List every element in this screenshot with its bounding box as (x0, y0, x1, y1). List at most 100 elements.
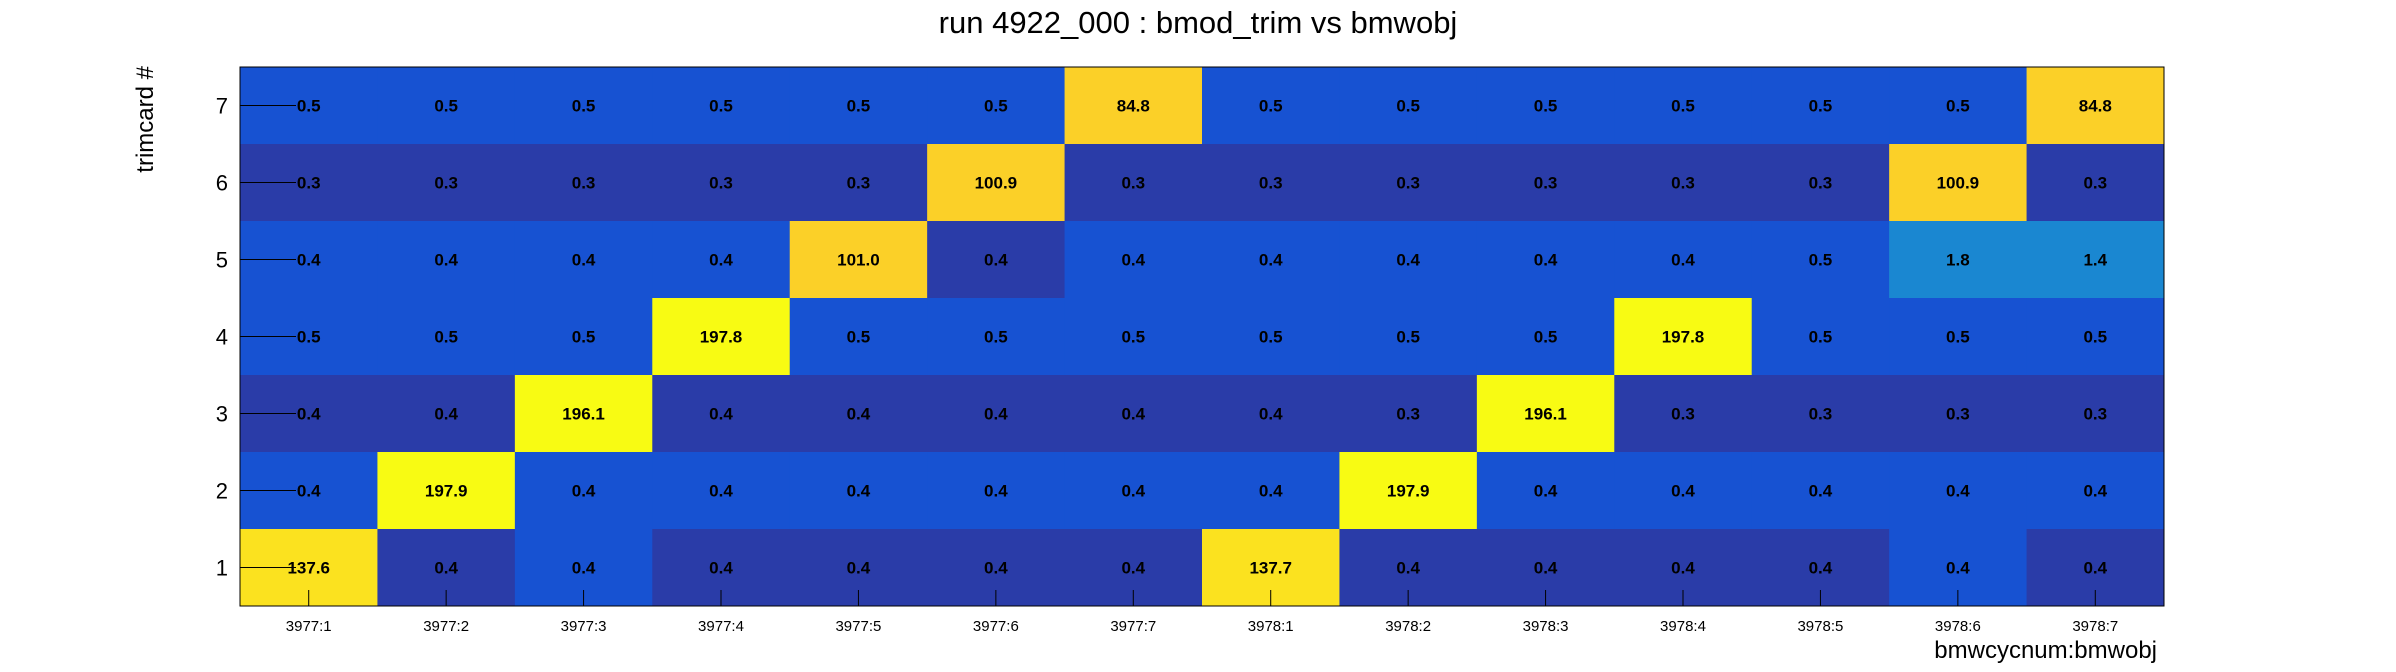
cell-value-label: 1.4 (2083, 251, 2107, 270)
cell-value-label: 0.5 (1396, 328, 1420, 347)
cell-value-label: 0.5 (984, 328, 1008, 347)
cell-value-label: 0.4 (2083, 482, 2107, 501)
heatmap-cell (1476, 67, 1615, 145)
cell-value-label: 1.8 (1946, 251, 1970, 270)
cell-value-label: 0.4 (1396, 559, 1420, 578)
heatmap-cell (1476, 375, 1615, 453)
heatmap-cell (1064, 221, 1203, 299)
heatmap-cell (927, 452, 1066, 530)
heatmap-cell (514, 221, 653, 299)
cell-value-label: 0.3 (1809, 405, 1833, 424)
cell-value-label: 196.1 (562, 405, 605, 424)
cell-value-label: 137.6 (287, 559, 330, 578)
cell-value-label: 0.4 (1121, 482, 1145, 501)
heatmap-cells (240, 67, 2165, 607)
heatmap-cell (1476, 144, 1615, 222)
heatmap-cell (2026, 298, 2165, 376)
heatmap-cell (1202, 452, 1340, 530)
cell-value-label: 0.3 (1121, 174, 1145, 193)
cell-value-label: 0.4 (847, 405, 871, 424)
x-tick-label: 3978:4 (1660, 618, 1706, 635)
cell-value-label: 0.3 (709, 174, 733, 193)
cell-value-label: 0.3 (2083, 405, 2107, 424)
heatmap-cell (377, 375, 516, 453)
y-tick-label: 3 (216, 402, 228, 427)
x-tick-label: 3978:1 (1248, 618, 1294, 635)
heatmap-cell (789, 67, 928, 145)
cell-value-label: 0.4 (709, 559, 733, 578)
cell-value-label: 0.4 (984, 559, 1008, 578)
x-tick-label: 3978:7 (2072, 618, 2118, 635)
cell-value-label: 0.4 (1671, 559, 1695, 578)
cell-value-label: 0.3 (297, 174, 321, 193)
cell-value-label: 0.4 (1259, 482, 1283, 501)
cell-value-label: 0.5 (1396, 97, 1420, 116)
cell-value-label: 0.4 (1809, 559, 1833, 578)
heatmap-cell (514, 375, 653, 453)
heatmap-cell (789, 144, 928, 222)
cell-value-label: 0.3 (572, 174, 596, 193)
cell-value-label: 0.3 (1396, 405, 1420, 424)
cell-value-label: 84.8 (2079, 97, 2112, 116)
cell-value-label: 0.5 (847, 328, 871, 347)
cell-value-label: 0.5 (1121, 328, 1145, 347)
cell-value-label: 0.4 (984, 251, 1008, 270)
heatmap-cell (652, 221, 791, 299)
heatmap-cell (2026, 144, 2165, 222)
cell-value-label: 0.4 (297, 482, 321, 501)
heatmap-cell (1339, 221, 1478, 299)
heatmap-cell (927, 144, 1066, 222)
heatmap-cell (1202, 67, 1340, 145)
cell-value-label: 0.5 (1534, 328, 1558, 347)
cell-value-label: 0.4 (709, 251, 733, 270)
cell-value-label: 0.5 (1534, 97, 1558, 116)
heatmap-cell (927, 298, 1066, 376)
heatmap-cell (1339, 452, 1478, 530)
heatmap-cell (652, 298, 791, 376)
cell-value-label: 0.4 (434, 405, 458, 424)
heatmap-cell (1202, 221, 1340, 299)
cell-value-label: 0.5 (709, 97, 733, 116)
heatmap-cell (377, 298, 516, 376)
cell-value-label: 0.5 (1946, 328, 1970, 347)
heatmap-cell (1614, 298, 1753, 376)
heatmap-cell (1614, 144, 1753, 222)
x-tick-label: 3977:6 (973, 618, 1019, 635)
cell-value-label: 0.4 (709, 405, 733, 424)
cell-value-label: 0.5 (1809, 328, 1833, 347)
cell-value-label: 0.3 (2083, 174, 2107, 193)
heatmap-cell (1339, 375, 1478, 453)
cell-value-label: 197.8 (1662, 328, 1705, 347)
heatmap-cell (1751, 221, 1890, 299)
cell-value-label: 0.5 (572, 97, 596, 116)
heatmap-cell (377, 144, 516, 222)
cell-value-label: 0.4 (709, 482, 733, 501)
y-axis-title: trimcard # (132, 65, 159, 172)
heatmap-cell (927, 67, 1066, 145)
cell-value-label: 0.5 (572, 328, 596, 347)
cell-value-label: 0.4 (1946, 482, 1970, 501)
heatmap-cell (514, 144, 653, 222)
cell-value-label: 0.4 (572, 482, 596, 501)
heatmap-cell (1751, 298, 1890, 376)
heatmap-cell (1202, 298, 1340, 376)
heatmap-cell (1064, 452, 1203, 530)
y-tick-label: 2 (216, 479, 228, 504)
x-tick-label: 3977:1 (286, 618, 332, 635)
cell-value-label: 0.4 (2083, 559, 2107, 578)
y-axis: 1 2 3 4 5 6 7 (216, 67, 296, 606)
cell-value-label: 0.4 (434, 559, 458, 578)
x-tick-label: 3977:5 (835, 618, 881, 635)
heatmap-cell (1339, 298, 1478, 376)
cell-value-label: 0.4 (1809, 482, 1833, 501)
heatmap-cell (927, 221, 1066, 299)
heatmap-cell (1889, 221, 2028, 299)
heatmap-cell (789, 221, 928, 299)
heatmap-cell (1202, 144, 1340, 222)
heatmap-cell (377, 221, 516, 299)
cell-value-label: 101.0 (837, 251, 880, 270)
heatmap-cell (1476, 298, 1615, 376)
heatmap-cell (789, 452, 928, 530)
cell-value-label: 0.4 (1121, 559, 1145, 578)
